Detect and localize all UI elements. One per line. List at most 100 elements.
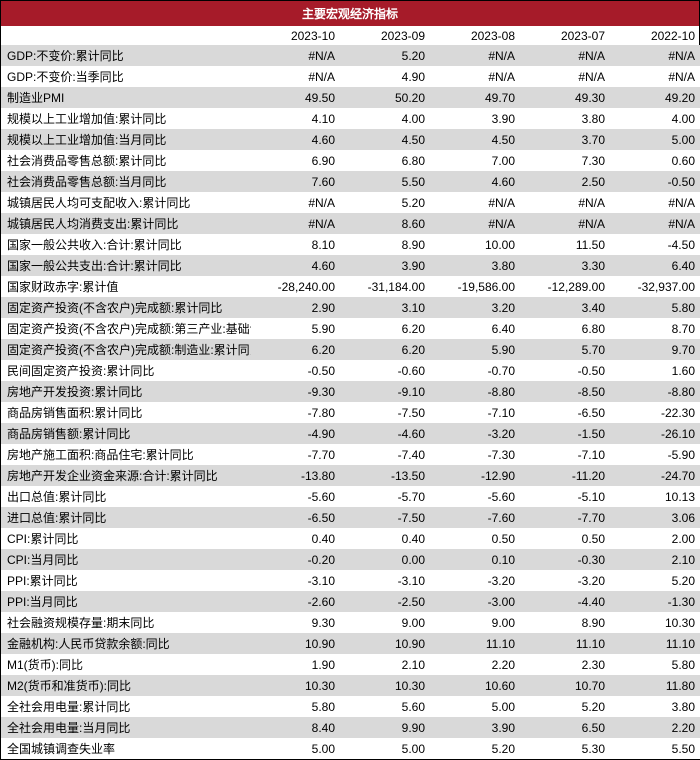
cell: 5.80 <box>251 696 341 717</box>
cell: -5.10 <box>521 486 611 507</box>
row-label: 固定资产投资(不含农户)完成额:制造业:累计同比 <box>1 339 251 360</box>
cell: 5.20 <box>611 570 700 591</box>
cell: 11.80 <box>611 675 700 696</box>
cell: 4.60 <box>251 255 341 276</box>
cell: 6.20 <box>251 339 341 360</box>
cell: 6.40 <box>431 318 521 339</box>
table-row: PPI:当月同比-2.60-2.50-3.00-4.40-1.30 <box>1 591 700 612</box>
cell: #N/A <box>431 213 521 234</box>
cell: 5.20 <box>521 696 611 717</box>
cell: 5.60 <box>341 696 431 717</box>
table-row: 全社会用电量:当月同比8.409.903.906.502.20 <box>1 717 700 738</box>
cell: 10.00 <box>431 234 521 255</box>
row-label: 社会消费品零售总额:累计同比 <box>1 150 251 171</box>
cell: 4.50 <box>431 129 521 150</box>
cell: 7.30 <box>521 150 611 171</box>
cell: -0.50 <box>611 171 700 192</box>
table-row: 城镇居民人均可支配收入:累计同比#N/A5.20#N/A#N/A#N/A <box>1 192 700 213</box>
cell: 10.30 <box>251 675 341 696</box>
table-row: 固定资产投资(不含农户)完成额:制造业:累计同比6.206.205.905.70… <box>1 339 700 360</box>
cell: #N/A <box>251 45 341 66</box>
cell: 4.00 <box>611 108 700 129</box>
cell: #N/A <box>611 45 700 66</box>
cell: 3.80 <box>611 696 700 717</box>
table-row: 国家一般公共收入:合计:累计同比8.108.9010.0011.50-4.50 <box>1 234 700 255</box>
cell: 9.90 <box>341 717 431 738</box>
row-label: 城镇居民人均可支配收入:累计同比 <box>1 192 251 213</box>
table-row: 社会消费品零售总额:累计同比6.906.807.007.300.60 <box>1 150 700 171</box>
cell: -0.70 <box>431 360 521 381</box>
row-label: 出口总值:累计同比 <box>1 486 251 507</box>
row-label: CPI:当月同比 <box>1 549 251 570</box>
table-row: 全社会用电量:累计同比5.805.605.005.203.80 <box>1 696 700 717</box>
cell: 6.50 <box>521 717 611 738</box>
cell: 4.10 <box>251 108 341 129</box>
cell: 3.30 <box>521 255 611 276</box>
cell: #N/A <box>611 192 700 213</box>
cell: 5.00 <box>611 129 700 150</box>
cell: 49.50 <box>251 87 341 108</box>
cell: 7.60 <box>251 171 341 192</box>
row-label: 房地产施工面积:商品住宅:累计同比 <box>1 444 251 465</box>
cell: 5.30 <box>521 738 611 759</box>
table-row: 城镇居民人均消费支出:累计同比#N/A8.60#N/A#N/A#N/A <box>1 213 700 234</box>
cell: #N/A <box>431 66 521 87</box>
cell: 2.50 <box>521 171 611 192</box>
cell: -5.90 <box>611 444 700 465</box>
cell: #N/A <box>611 213 700 234</box>
row-label: M1(货币):同比 <box>1 654 251 675</box>
table-row: 民间固定资产投资:累计同比-0.50-0.60-0.70-0.501.60 <box>1 360 700 381</box>
cell: 9.70 <box>611 339 700 360</box>
table-row: 规模以上工业增加值:累计同比4.104.003.903.804.00 <box>1 108 700 129</box>
cell: #N/A <box>251 192 341 213</box>
cell: 49.20 <box>611 87 700 108</box>
cell: #N/A <box>251 66 341 87</box>
cell: 49.70 <box>431 87 521 108</box>
cell: -4.40 <box>521 591 611 612</box>
cell: 6.80 <box>521 318 611 339</box>
cell: 6.90 <box>251 150 341 171</box>
row-label: 房地产开发投资:累计同比 <box>1 381 251 402</box>
row-label: 民间固定资产投资:累计同比 <box>1 360 251 381</box>
cell: #N/A <box>521 213 611 234</box>
table-row: 固定资产投资(不含农户)完成额:累计同比2.903.103.203.405.80 <box>1 297 700 318</box>
cell: 9.00 <box>341 612 431 633</box>
table-row: 规模以上工业增加值:当月同比4.604.504.503.705.00 <box>1 129 700 150</box>
row-label: 制造业PMI <box>1 87 251 108</box>
cell: 2.20 <box>431 654 521 675</box>
cell: 10.60 <box>431 675 521 696</box>
cell: 5.00 <box>251 738 341 759</box>
cell: 3.90 <box>431 717 521 738</box>
cell: #N/A <box>521 192 611 213</box>
cell: -3.20 <box>431 423 521 444</box>
cell: -7.70 <box>251 444 341 465</box>
cell: 4.50 <box>341 129 431 150</box>
cell: 10.70 <box>521 675 611 696</box>
cell: -9.30 <box>251 381 341 402</box>
table-header-row: 2023-102023-092023-082023-072022-10 <box>1 26 700 45</box>
cell: 5.20 <box>341 192 431 213</box>
cell: 10.90 <box>251 633 341 654</box>
row-label: 国家一般公共收入:合计:累计同比 <box>1 234 251 255</box>
cell: -0.50 <box>251 360 341 381</box>
row-label: 金融机构:人民币贷款余额:同比 <box>1 633 251 654</box>
cell: -19,586.00 <box>431 276 521 297</box>
table-row: 进口总值:累计同比-6.50-7.50-7.60-7.703.06 <box>1 507 700 528</box>
cell: 10.30 <box>341 675 431 696</box>
cell: 3.20 <box>431 297 521 318</box>
cell: 3.10 <box>341 297 431 318</box>
cell: 1.90 <box>251 654 341 675</box>
cell: 6.80 <box>341 150 431 171</box>
cell: 8.90 <box>521 612 611 633</box>
cell: 5.70 <box>521 339 611 360</box>
cell: -7.60 <box>431 507 521 528</box>
cell: 8.90 <box>341 234 431 255</box>
cell: 10.90 <box>341 633 431 654</box>
cell: 8.40 <box>251 717 341 738</box>
row-label: M2(货币和准货币):同比 <box>1 675 251 696</box>
row-label: 社会融资规模存量:期末同比 <box>1 612 251 633</box>
cell: #N/A <box>431 192 521 213</box>
cell: 5.50 <box>341 171 431 192</box>
cell: 5.00 <box>431 696 521 717</box>
table-row: 社会消费品零售总额:当月同比7.605.504.602.50-0.50 <box>1 171 700 192</box>
